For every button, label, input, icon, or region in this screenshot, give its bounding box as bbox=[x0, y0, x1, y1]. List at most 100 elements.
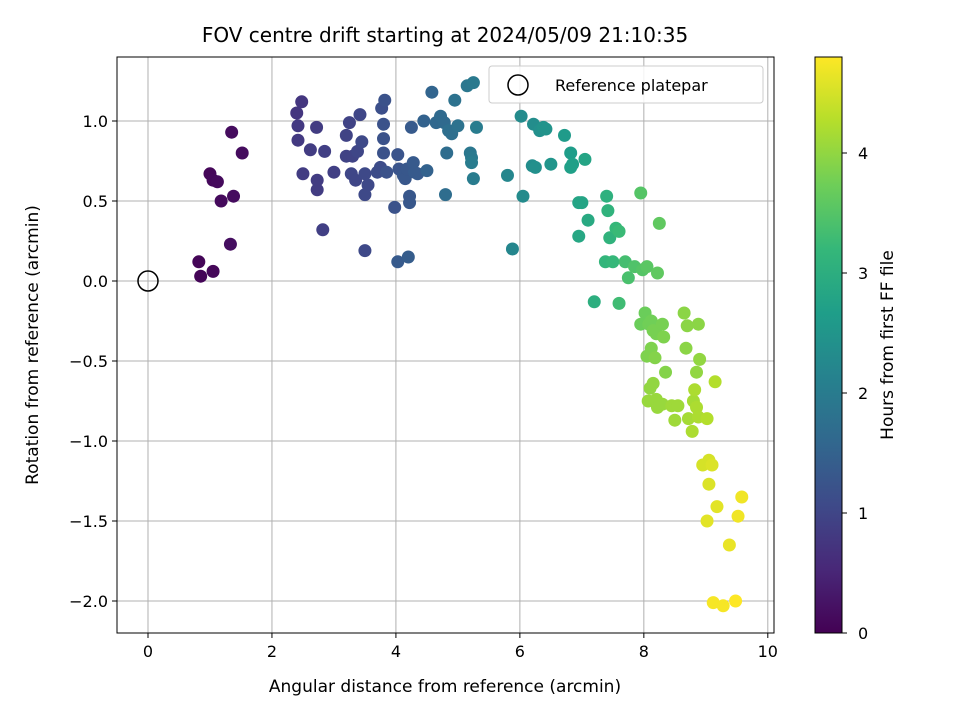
data-point bbox=[564, 146, 578, 160]
data-point bbox=[227, 189, 241, 203]
y-tick-label: 1.0 bbox=[83, 112, 108, 131]
y-tick-label: −0.5 bbox=[69, 352, 108, 371]
data-point bbox=[671, 399, 685, 413]
data-point bbox=[417, 114, 431, 128]
data-point bbox=[685, 424, 699, 438]
data-point bbox=[310, 183, 324, 197]
data-point bbox=[361, 178, 375, 192]
data-point bbox=[581, 213, 595, 227]
data-point bbox=[290, 106, 304, 120]
data-point bbox=[439, 188, 452, 202]
data-point bbox=[353, 108, 367, 122]
data-point bbox=[558, 128, 572, 142]
data-point bbox=[318, 144, 332, 158]
data-point bbox=[358, 244, 372, 258]
y-tick-label: −1.0 bbox=[69, 432, 108, 451]
data-point bbox=[466, 76, 480, 90]
data-point bbox=[528, 160, 542, 174]
x-axis-ticks: 0 2 4 6 8 10 bbox=[143, 633, 778, 661]
data-point bbox=[391, 148, 405, 162]
data-point bbox=[659, 365, 673, 379]
data-point bbox=[693, 352, 707, 366]
colorbar-label: Hours from first FF file bbox=[878, 250, 898, 440]
data-point bbox=[514, 109, 528, 123]
colorbar-tick-label: 3 bbox=[858, 264, 868, 283]
legend-marker bbox=[507, 74, 529, 96]
data-point bbox=[235, 146, 249, 160]
data-point bbox=[708, 375, 722, 389]
colorbar-tick-label: 0 bbox=[858, 624, 868, 643]
data-point bbox=[516, 189, 530, 203]
reference-marker bbox=[137, 270, 159, 292]
data-point bbox=[729, 594, 743, 608]
chart-title: FOV centre drift starting at 2024/05/09 … bbox=[202, 23, 688, 47]
data-point bbox=[296, 167, 310, 181]
data-point bbox=[403, 196, 417, 210]
x-axis-label: Angular distance from reference (arcmin) bbox=[269, 677, 621, 697]
data-point bbox=[327, 165, 341, 179]
data-point bbox=[700, 514, 714, 528]
data-point bbox=[640, 260, 654, 274]
data-point bbox=[601, 204, 615, 218]
x-tick-label: 2 bbox=[267, 642, 277, 661]
data-point bbox=[388, 200, 402, 214]
data-point bbox=[210, 175, 224, 189]
y-tick-label: 0.0 bbox=[83, 272, 108, 291]
data-point bbox=[342, 116, 356, 130]
y-axis-ticks: 1.0 0.5 0.0 −0.5 −1.0 −1.5 −2.0 bbox=[69, 112, 117, 611]
colorbar-tick-label: 4 bbox=[858, 144, 868, 163]
data-point bbox=[440, 146, 454, 160]
data-points bbox=[192, 76, 749, 613]
data-point bbox=[655, 317, 669, 331]
data-point bbox=[700, 412, 714, 426]
data-point bbox=[691, 317, 705, 331]
data-point bbox=[544, 157, 558, 171]
data-point bbox=[679, 341, 693, 355]
data-point bbox=[652, 216, 666, 230]
data-point bbox=[192, 255, 206, 269]
data-point bbox=[578, 152, 592, 166]
data-point bbox=[539, 122, 553, 136]
y-axis-label: Rotation from reference (arcmin) bbox=[23, 205, 43, 485]
data-point bbox=[688, 383, 702, 397]
data-point bbox=[566, 157, 580, 171]
grid bbox=[117, 57, 774, 633]
x-tick-label: 8 bbox=[639, 642, 649, 661]
data-point bbox=[469, 120, 483, 134]
data-point bbox=[505, 242, 519, 256]
data-point bbox=[500, 168, 514, 182]
data-point bbox=[677, 306, 691, 320]
data-point bbox=[612, 296, 626, 310]
data-point bbox=[716, 599, 730, 613]
data-point bbox=[420, 164, 434, 178]
y-tick-label: −2.0 bbox=[69, 592, 108, 611]
data-point bbox=[668, 413, 682, 427]
data-point bbox=[214, 194, 228, 208]
data-point bbox=[606, 255, 620, 269]
data-point bbox=[600, 189, 614, 203]
data-point bbox=[448, 93, 462, 107]
data-point bbox=[406, 156, 420, 170]
data-point bbox=[731, 509, 745, 523]
data-point bbox=[722, 538, 736, 552]
plot-frame bbox=[116, 56, 775, 634]
data-point bbox=[401, 250, 415, 264]
data-point bbox=[291, 119, 305, 133]
data-point bbox=[657, 330, 671, 344]
data-point bbox=[194, 269, 208, 283]
data-point bbox=[225, 125, 239, 139]
data-point bbox=[648, 351, 662, 365]
data-point bbox=[339, 128, 353, 142]
data-point bbox=[690, 365, 704, 379]
data-point bbox=[634, 186, 648, 200]
data-point bbox=[355, 135, 369, 149]
legend: Reference platepar bbox=[488, 65, 764, 104]
data-point bbox=[358, 167, 372, 181]
data-point bbox=[206, 264, 220, 278]
y-tick-label: −1.5 bbox=[69, 512, 108, 531]
data-point bbox=[295, 95, 309, 109]
data-point bbox=[612, 224, 626, 238]
data-point bbox=[291, 133, 305, 147]
colorbar bbox=[814, 56, 843, 634]
data-point bbox=[391, 255, 405, 269]
